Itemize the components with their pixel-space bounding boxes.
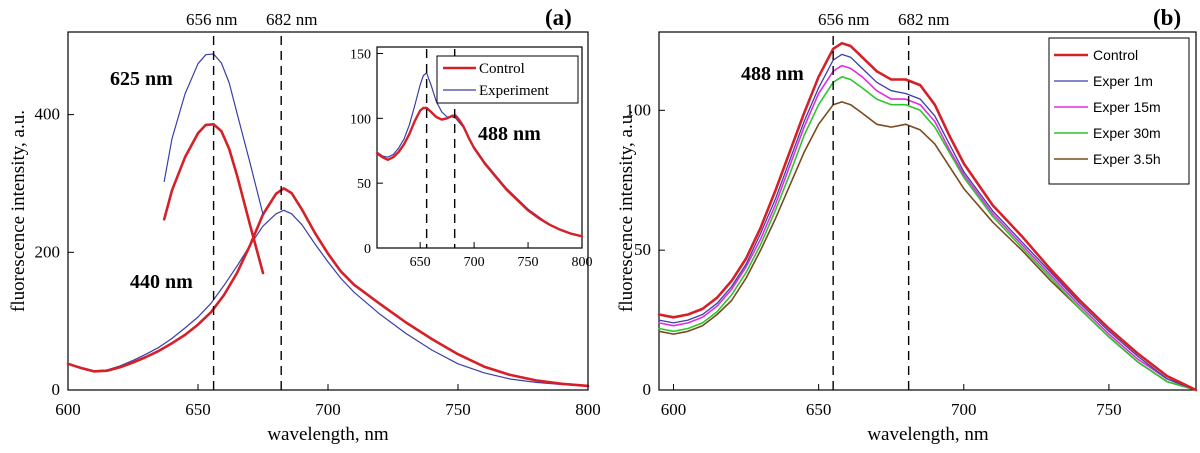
a-xtick-label-750: 750 <box>445 400 471 419</box>
legend-label-exper-30m: Exper 30m <box>1093 125 1161 141</box>
annotation-625nm: 625 nm <box>110 68 173 90</box>
panel-a-label: (a) <box>545 5 572 30</box>
a-inset-ytick-label-50: 50 <box>357 177 371 192</box>
a-inset-xtick-label-750: 750 <box>518 255 539 270</box>
panel-b-legend: Control Exper 1m Exper 15m Exper 30m Exp… <box>1048 37 1190 185</box>
panel-b-y-axis-label: fluorescence intensity, a.u. <box>616 110 637 312</box>
panel-a-inset: 650 700 750 800 0 50 100 150 488 nm Control Exp… <box>350 46 593 270</box>
b-xtick-label-750: 750 <box>1096 400 1122 419</box>
a-inset-xtick-label-700: 700 <box>464 255 485 270</box>
panel-b-label: (b) <box>1153 5 1181 30</box>
panel-a-vline-label-682: 682 nm <box>266 10 317 29</box>
a-xtick-label-600: 600 <box>55 400 81 419</box>
a-ytick-label-400: 400 <box>35 105 61 124</box>
a-xtick-label-800: 800 <box>575 400 601 419</box>
legend-label-exper-1m: Exper 1m <box>1093 73 1153 89</box>
legend-label-exper-3-5h: Exper 3.5h <box>1093 151 1161 167</box>
inset-ticks: 650 700 750 800 0 50 100 150 <box>350 47 593 270</box>
panel-b-vline-label-656: 656 nm <box>818 10 869 29</box>
panel-a: 600 650 700 750 800 0 200 400 (a) 656 nm 682 nm… <box>8 5 601 445</box>
panel-b-x-axis-label: wavelength, nm <box>867 424 989 445</box>
b-xtick-label-600: 600 <box>661 400 687 419</box>
a-ytick-label-200: 200 <box>35 242 61 261</box>
panel-b-vline-label-682: 682 nm <box>898 10 949 29</box>
legend-label-control: Control <box>1093 47 1138 63</box>
a-xtick-label-650: 650 <box>185 400 211 419</box>
inset-legend-label-experiment: Experiment <box>479 83 550 99</box>
panel-a-y-axis-label: fluorescence intensity, a.u. <box>8 110 29 312</box>
annotation-488nm: 488 nm <box>741 63 804 85</box>
b-series-control-line <box>657 41 1198 392</box>
a-series-control-625-nm-line <box>162 123 265 275</box>
panel-a-plot-area <box>66 36 590 390</box>
b-series-exper-15m-line <box>658 64 1197 391</box>
a-series-control-440-nm-line <box>66 187 590 388</box>
panel-b-ticks: 600 650 700 750 0 50 100 <box>626 100 1122 419</box>
inset-legend: Control Experiment <box>436 55 579 104</box>
b-ytick-label-50: 50 <box>634 240 651 259</box>
legend-label-exper-15m: Exper 15m <box>1093 99 1161 115</box>
panel-b: 600 650 700 750 0 50 100 (b) 656 nm 682 nm 488… <box>616 5 1198 445</box>
inset-frame <box>376 46 583 249</box>
annotation-440nm: 440 nm <box>130 271 193 293</box>
b-ytick-label-100: 100 <box>626 100 652 119</box>
panel-b-frame <box>658 31 1197 391</box>
b-xtick-label-650: 650 <box>806 400 832 419</box>
b-xtick-label-700: 700 <box>951 400 977 419</box>
panel-b-plot-area <box>657 36 1198 392</box>
inset-legend-label-control: Control <box>479 61 525 77</box>
b-series-exper-3-5h-line <box>658 101 1197 391</box>
inset-legend-box <box>436 55 579 104</box>
a-ytick-label-0: 0 <box>52 380 61 399</box>
a-inset-ytick-label-0: 0 <box>364 242 371 257</box>
a-inset-ytick-label-150: 150 <box>350 47 371 62</box>
b-series-exper-1m-line <box>658 53 1197 391</box>
panel-a-ticks: 600 650 700 750 800 0 200 400 <box>35 105 601 419</box>
b-series-exper-30m-line <box>658 76 1197 391</box>
b-ytick-label-0: 0 <box>643 380 652 399</box>
panel-a-x-axis-label: wavelength, nm <box>267 424 389 445</box>
panel-a-vline-label-656: 656 nm <box>186 10 237 29</box>
inset-annotation-488nm: 488 nm <box>478 123 541 145</box>
a-series-experiment-440-nm-line <box>67 209 589 387</box>
a-inset-xtick-label-650: 650 <box>410 255 431 270</box>
a-inset-xtick-label-800: 800 <box>572 255 593 270</box>
a-xtick-label-700: 700 <box>315 400 341 419</box>
a-inset-series-control-line <box>375 106 584 238</box>
a-inset-ytick-label-100: 100 <box>350 112 371 127</box>
